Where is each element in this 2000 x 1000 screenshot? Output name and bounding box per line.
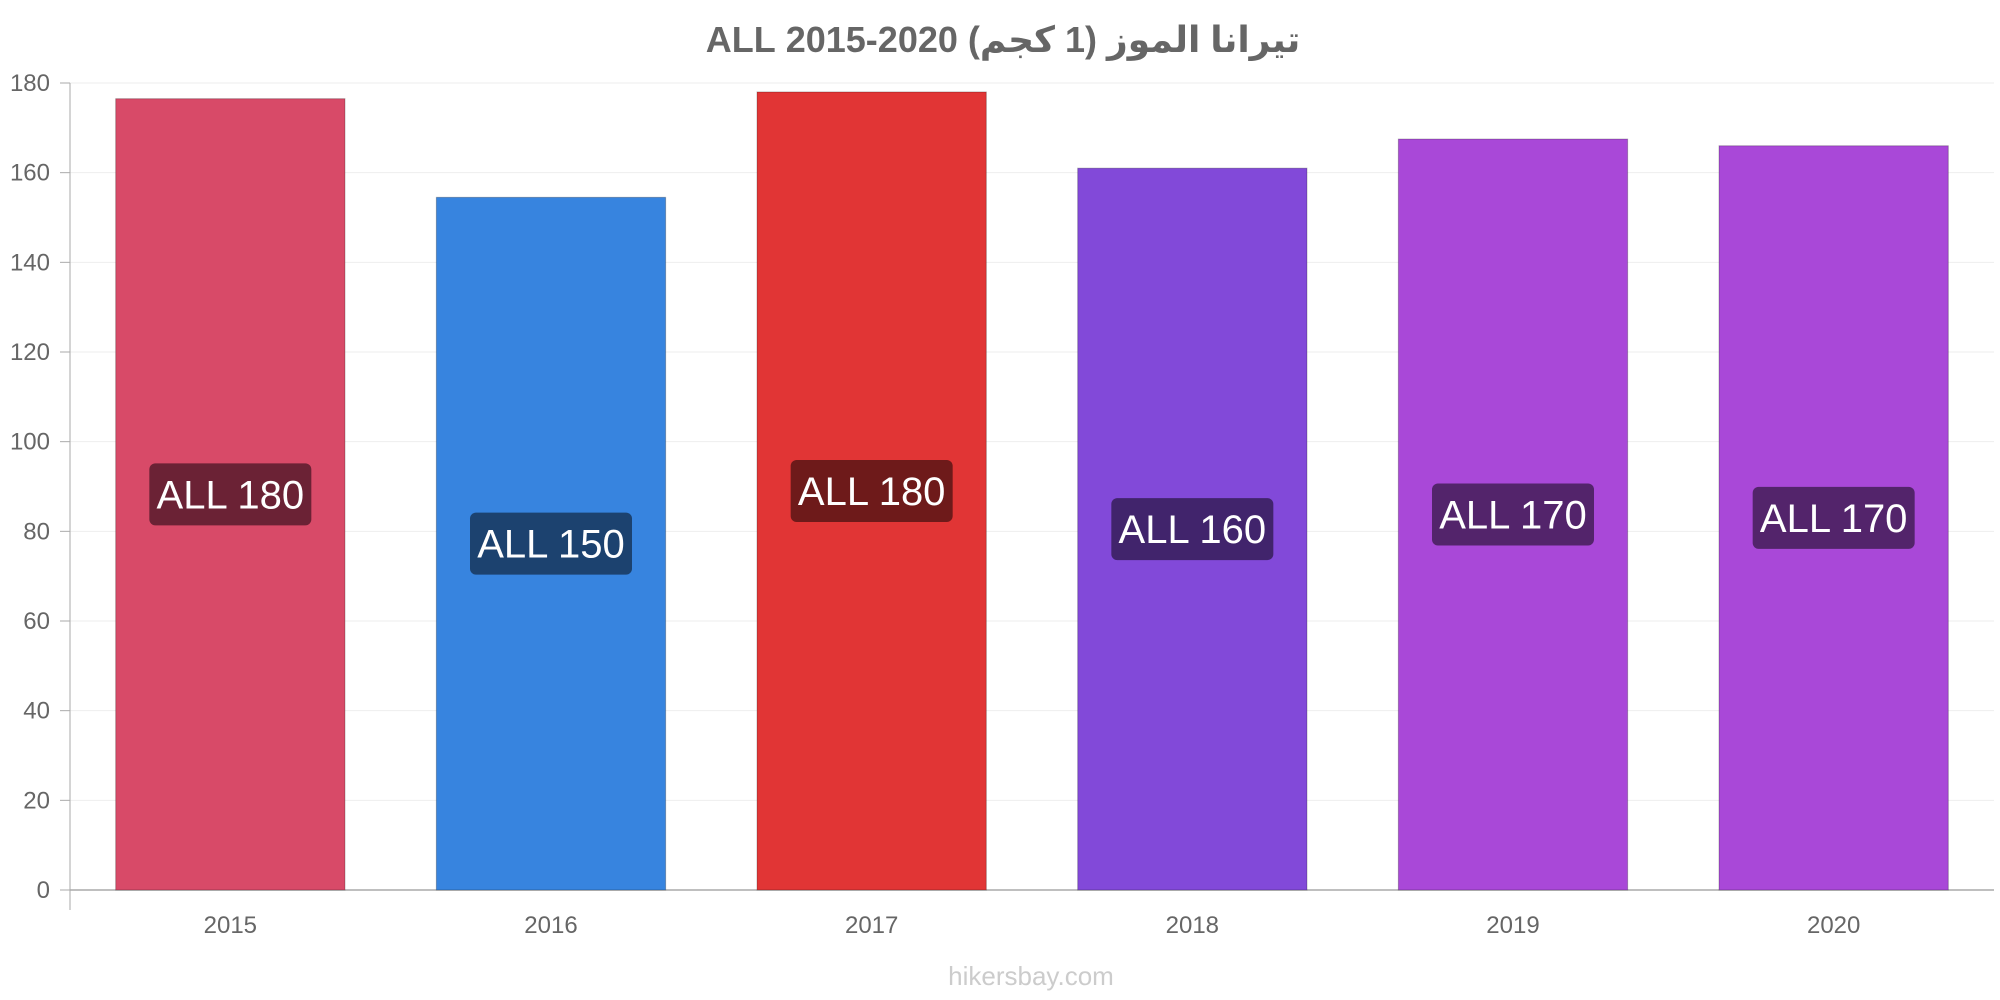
x-tick-label: 2015	[204, 912, 257, 939]
x-tick-label: 2020	[1807, 912, 1860, 939]
axes: 0 20 40 60 80 100 120 140 160 180 2015 2016 2017 2018…	[10, 70, 1994, 939]
y-tick-label: 180	[10, 70, 50, 97]
chart-title: تيرانا الموز (1 كجم) 2020-2015 ALL	[706, 19, 1301, 61]
data-label: ALL 180	[798, 470, 946, 514]
gridlines	[70, 82, 1994, 801]
x-tick-label: 2017	[845, 912, 898, 939]
y-tick-label: 100	[10, 429, 50, 456]
data-label-bg	[470, 512, 632, 575]
data-label: ALL 150	[477, 523, 625, 567]
y-tick-label: 0	[37, 877, 50, 904]
data-labels: ALL 180 ALL 150 ALL 180 ALL 160 ALL 170 ALL 1…	[149, 459, 1915, 575]
y-tick-label: 60	[23, 608, 50, 635]
data-label-bg	[1752, 486, 1915, 549]
y-tick-label: 140	[10, 249, 50, 276]
data-label-bg	[790, 459, 953, 522]
data-label-bg	[1432, 483, 1594, 546]
x-tick-label: 2019	[1486, 912, 1539, 939]
bars	[115, 91, 1949, 891]
data-label: ALL 170	[1760, 497, 1908, 541]
data-label-bg	[149, 463, 312, 526]
y-tick-label: 160	[10, 160, 50, 187]
y-tick-label: 80	[23, 518, 50, 545]
x-tick-label: 2016	[524, 912, 577, 939]
x-tick-label: 2018	[1166, 912, 1219, 939]
data-label: ALL 160	[1119, 508, 1267, 552]
data-label: ALL 170	[1439, 494, 1587, 538]
y-tick-label: 40	[23, 698, 50, 725]
y-tick-label: 20	[23, 787, 50, 814]
y-tick-label: 120	[10, 339, 50, 366]
data-label: ALL 180	[157, 473, 305, 517]
data-label-bg	[1111, 498, 1274, 561]
watermark: hikersbay.com	[948, 961, 1114, 991]
